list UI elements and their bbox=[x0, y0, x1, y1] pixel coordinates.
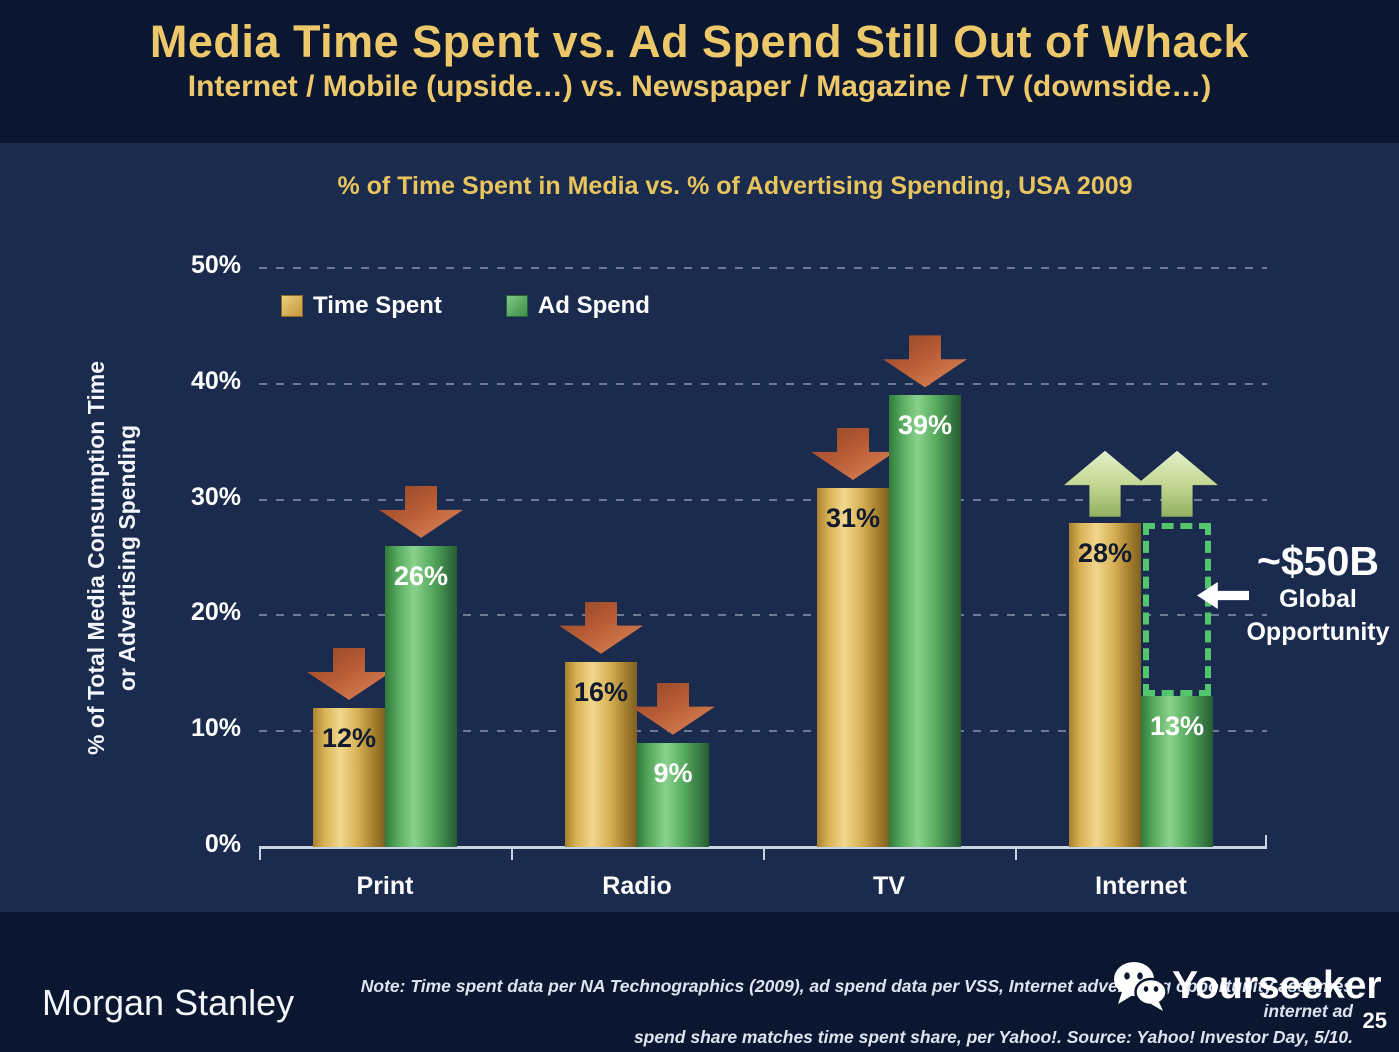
slide-header: Media Time Spent vs. Ad Spend Still Out … bbox=[0, 0, 1399, 143]
category-label-internet: Internet bbox=[1095, 872, 1187, 900]
morgan-stanley-logo: Morgan Stanley bbox=[42, 982, 295, 1023]
bar-value-label: 13% bbox=[1149, 711, 1205, 742]
down-arrow-icon bbox=[883, 335, 967, 388]
gridline-30% bbox=[259, 498, 1267, 501]
bar-value-label: 28% bbox=[1077, 537, 1133, 568]
y-tick-label: 30% bbox=[190, 482, 241, 511]
category-label-print: Print bbox=[356, 872, 414, 900]
source-note-line1: Note: Time spent data per NA Technograph… bbox=[360, 976, 1353, 1022]
bar-tv-time-spent bbox=[817, 488, 889, 847]
watermark-text: Yourseeker bbox=[1172, 964, 1382, 1007]
opportunity-dashed-rect bbox=[1143, 522, 1211, 697]
opportunity-line2: Opportunity bbox=[1246, 617, 1390, 646]
wechat-icon bbox=[1114, 962, 1168, 1011]
y-axis-title: % of Total Media Consumption Time or Adv… bbox=[82, 361, 140, 755]
down-arrow-icon bbox=[631, 682, 715, 735]
opportunity-line1: Global bbox=[1279, 585, 1357, 614]
bar-value-label: 26% bbox=[393, 560, 449, 591]
bar-radio-ad-spend bbox=[637, 742, 709, 847]
page-number: 25 bbox=[1362, 1008, 1387, 1033]
bar-print-ad-spend bbox=[385, 545, 457, 847]
time-spent-swatch-icon bbox=[281, 295, 303, 317]
legend-item-time-spent: Time Spent bbox=[281, 292, 442, 320]
bar-value-label: 9% bbox=[653, 757, 693, 788]
opportunity-value: ~$50B bbox=[1257, 538, 1379, 584]
down-arrow-icon bbox=[379, 485, 463, 538]
y-tick-label: 50% bbox=[190, 251, 241, 279]
y-tick-label: 0% bbox=[204, 830, 241, 858]
gridline-10% bbox=[259, 730, 1267, 733]
legend-label-ad-spend: Ad Spend bbox=[537, 292, 650, 319]
plot-area: Time Spent Ad Spend 0% 10% 20% 30% 40% 50% Pri… bbox=[191, 251, 1267, 900]
legend-label-time-spent: Time Spent bbox=[313, 292, 442, 319]
down-arrow-icon bbox=[307, 648, 391, 701]
ad-spend-swatch-icon bbox=[505, 295, 528, 317]
opportunity-annotation: ~$50B Global Opportunity bbox=[1238, 538, 1398, 648]
chart-title: % of Time Spent in Media vs. % of Advert… bbox=[337, 172, 1133, 200]
gridline-50% bbox=[259, 267, 1267, 269]
up-arrow-icon bbox=[1136, 450, 1218, 517]
legend-item-ad-spend: Ad Spend bbox=[505, 292, 650, 320]
bar-value-label: 31% bbox=[825, 503, 881, 534]
bar-internet-ad-spend bbox=[1141, 696, 1213, 847]
gridline-40% bbox=[259, 382, 1267, 385]
y-tick-label: 10% bbox=[190, 714, 241, 743]
bar-internet-time-spent bbox=[1069, 522, 1141, 847]
slide-subtitle: Internet / Mobile (upside…) vs. Newspape… bbox=[187, 70, 1212, 103]
slide-title: Media Time Spent vs. Ad Spend Still Out … bbox=[149, 16, 1250, 67]
y-tick-label: 40% bbox=[190, 366, 241, 395]
down-arrow-icon bbox=[559, 601, 643, 654]
gridline-20% bbox=[259, 614, 1267, 617]
x-axis-tick bbox=[511, 847, 513, 860]
bar-value-label: 16% bbox=[573, 676, 629, 707]
x-axis-tick bbox=[259, 847, 261, 860]
bar-tv-ad-spend bbox=[889, 395, 961, 847]
category-label-tv: TV bbox=[873, 872, 905, 900]
footer: Morgan Stanley Note: Time spent data per… bbox=[0, 912, 1399, 1052]
category-label-radio: Radio bbox=[602, 872, 672, 900]
x-axis-tick bbox=[763, 847, 765, 860]
up-arrow-icon bbox=[1064, 450, 1146, 517]
watermark: Yourseeker bbox=[1112, 960, 1382, 1012]
bar-radio-time-spent bbox=[565, 661, 637, 847]
legend: Time Spent Ad Spend bbox=[281, 292, 650, 320]
x-axis-end-cap bbox=[1265, 835, 1267, 848]
x-axis-tick bbox=[1015, 847, 1017, 860]
source-note-line2: spend share matches time spent share, pe… bbox=[633, 1026, 1353, 1047]
y-tick-label: 20% bbox=[190, 598, 241, 627]
source-note: Note: Time spent data per NA Technograph… bbox=[343, 974, 1353, 1050]
bar-print-time-spent bbox=[313, 708, 385, 847]
bar-value-label: 39% bbox=[897, 410, 953, 441]
down-arrow-icon bbox=[811, 428, 895, 481]
bar-value-label: 12% bbox=[321, 723, 377, 754]
